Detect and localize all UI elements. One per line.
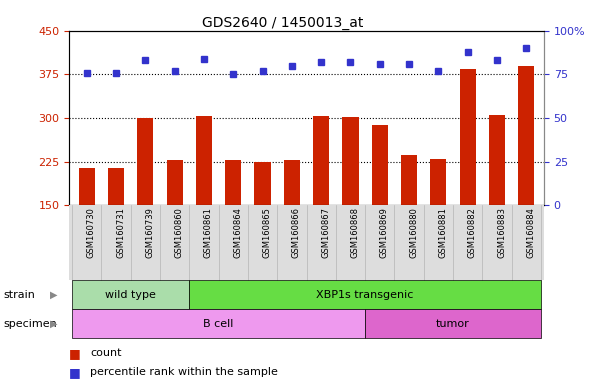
- Bar: [166, 160, 183, 205]
- Text: GSM160731: GSM160731: [116, 207, 125, 258]
- Bar: [372, 125, 388, 205]
- Text: percentile rank within the sample: percentile rank within the sample: [90, 367, 278, 377]
- Bar: [254, 162, 270, 205]
- Text: B cell: B cell: [203, 318, 234, 329]
- Text: ■: ■: [69, 366, 81, 379]
- Text: GSM160866: GSM160866: [292, 207, 301, 258]
- Bar: [518, 66, 534, 205]
- Text: ■: ■: [69, 347, 81, 360]
- Bar: [460, 69, 476, 205]
- Bar: [489, 115, 505, 205]
- Text: GSM160868: GSM160868: [350, 207, 359, 258]
- Text: specimen: specimen: [3, 318, 56, 329]
- Text: GSM160865: GSM160865: [263, 207, 272, 258]
- Text: wild type: wild type: [105, 290, 156, 300]
- Text: strain: strain: [3, 290, 35, 300]
- Text: GSM160884: GSM160884: [526, 207, 535, 258]
- Text: GSM160880: GSM160880: [409, 207, 418, 258]
- Bar: [401, 155, 417, 205]
- Bar: [225, 160, 241, 205]
- Text: GSM160882: GSM160882: [468, 207, 477, 258]
- Bar: [343, 117, 359, 205]
- Text: GSM160739: GSM160739: [145, 207, 154, 258]
- Text: GSM160867: GSM160867: [321, 207, 330, 258]
- Text: GSM160860: GSM160860: [175, 207, 184, 258]
- Title: GDS2640 / 1450013_at: GDS2640 / 1450013_at: [202, 16, 364, 30]
- Bar: [79, 167, 95, 205]
- Bar: [430, 159, 447, 205]
- Bar: [137, 118, 153, 205]
- Text: count: count: [90, 348, 121, 358]
- Bar: [284, 160, 300, 205]
- Text: GSM160730: GSM160730: [87, 207, 96, 258]
- Text: GSM160861: GSM160861: [204, 207, 213, 258]
- Text: ▶: ▶: [50, 318, 57, 329]
- Text: XBP1s transgenic: XBP1s transgenic: [317, 290, 414, 300]
- Text: ▶: ▶: [50, 290, 57, 300]
- Text: GSM160869: GSM160869: [380, 207, 389, 258]
- Text: GSM160864: GSM160864: [233, 207, 242, 258]
- Bar: [108, 167, 124, 205]
- Text: GSM160881: GSM160881: [438, 207, 447, 258]
- Bar: [313, 116, 329, 205]
- Bar: [196, 116, 212, 205]
- Text: GSM160883: GSM160883: [497, 207, 506, 258]
- Text: tumor: tumor: [436, 318, 470, 329]
